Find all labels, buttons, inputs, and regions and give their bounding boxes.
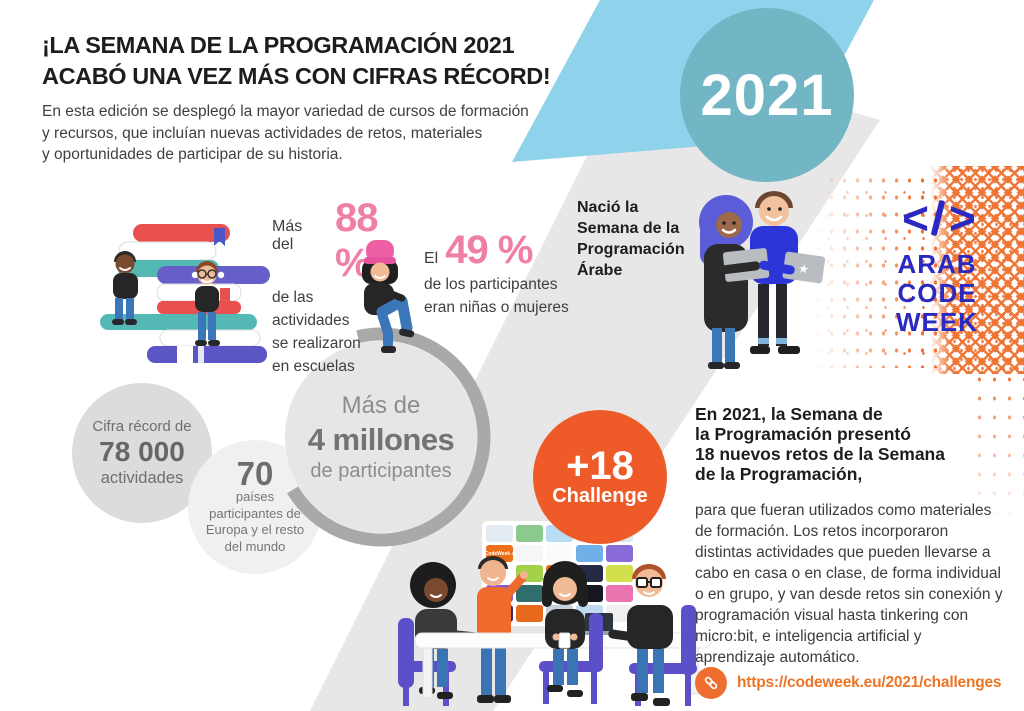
participants-value: 4 millones: [307, 421, 455, 457]
challenge-card: [516, 605, 543, 622]
activities-value: 78 000: [99, 436, 185, 467]
arab-code-week-caption: Nació la Semana de la Programación Árabe: [577, 199, 685, 279]
countries-value: 70: [236, 455, 274, 492]
challenge-card: [576, 545, 603, 562]
arab-code-week-logo: ARAB CODE WEEK: [896, 249, 978, 337]
challenge-card: [486, 525, 513, 542]
intro-text: En esta edición se desplegó la mayor var…: [42, 103, 529, 163]
girls-percentage: 49 %: [445, 228, 533, 272]
svg-text:★: ★: [797, 261, 810, 276]
year-badge-label: 2021: [700, 62, 834, 128]
link-icon[interactable]: [695, 667, 727, 699]
challenges-link[interactable]: https://codeweek.eu/2021/challenges: [737, 674, 1002, 691]
participants-ring: [271, 327, 491, 547]
code-brackets-icon: < >: [902, 192, 976, 244]
challenge-card: [546, 545, 573, 562]
books-kids-illustration: [100, 224, 270, 363]
challenges-body: para que fueran utilizados como material…: [695, 502, 1003, 666]
schools-stat: Más del 88 % de las actividades se reali…: [272, 196, 422, 378]
challenges-heading: En 2021, la Semana de la Programación pr…: [695, 404, 945, 484]
year-badge: 2021: [680, 8, 854, 182]
team-table-illustration: [398, 556, 712, 706]
challenge-card: [516, 585, 543, 602]
challenge-badge: +18 Challenge: [533, 410, 667, 544]
page-title: ¡LA SEMANA DE LA PROGRAMACIÓN 2021 ACABÓ…: [42, 32, 551, 89]
challenges-link-row: https://codeweek.eu/2021/challenges: [695, 666, 1024, 700]
challenge-card: [606, 545, 633, 562]
challenge-card: [606, 565, 633, 582]
participants-stat-circle: Más de 4 millones de participantes: [285, 341, 477, 533]
orange-mosaic-pattern: [930, 166, 1024, 374]
challenge-card: [516, 545, 543, 562]
challenge-card: [606, 585, 633, 602]
chain-link-icon: [704, 676, 718, 690]
orange-dots-edge-pattern: [972, 370, 1024, 530]
girls-stat: El 49 % de los participantes eran niñas …: [424, 228, 569, 316]
challenge-card: [516, 525, 543, 542]
challenge-count: +18: [566, 443, 634, 488]
orange-dots-pattern: [812, 172, 940, 368]
girl-pink-beanie-illustration: [362, 240, 415, 353]
